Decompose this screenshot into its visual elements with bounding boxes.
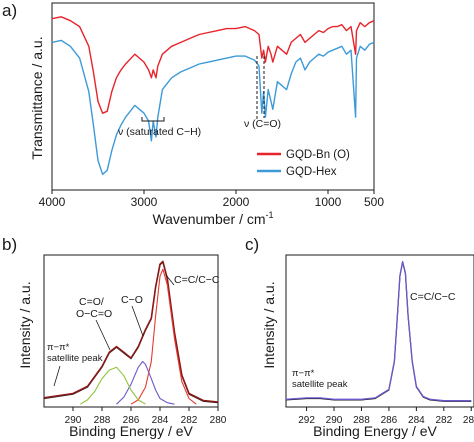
x-tick-label: 286 (381, 415, 398, 426)
series-line-cc (130, 268, 197, 405)
panel-c-series (285, 260, 472, 402)
panel-c-satellite-label-2: satellite peak (292, 379, 348, 390)
panel-b: b) Intensity / a.u. 290 288 286 284 282 280 π… (2, 235, 227, 439)
panel-a-plot-frame (51, 2, 375, 191)
annotation-saturated-ch: ν (saturated C−H) (118, 117, 201, 138)
panel-b-co-pointer (131, 305, 144, 337)
x-tick-label: 290 (65, 415, 82, 426)
x-tick-label: 282 (181, 415, 198, 426)
x-tick-label: 4000 (39, 195, 66, 209)
x-tick-label: 3000 (131, 195, 158, 209)
panel-c-ticks: 292 290 288 286 284 282 280 (298, 407, 474, 426)
panel-c-satellite-label-1: π−π* (292, 368, 315, 379)
series-line-fit (285, 260, 472, 402)
panel-a-series (51, 16, 375, 175)
annotation-ch-text: ν (saturated C−H) (118, 126, 201, 138)
panel-b-co-oco-label-2: O−C=O (76, 308, 112, 320)
series-line-gqd-hex (51, 39, 375, 175)
panel-a-legend: GQD-Bn (O) GQD-Hex (257, 149, 350, 178)
panel-c-label: c) (245, 235, 259, 254)
panel-a-ylabel: Transmittance / a.u. (29, 36, 45, 159)
annotation-co: ν (C=O) (244, 56, 281, 130)
x-tick-label: 284 (152, 415, 169, 426)
panel-b-series (43, 260, 219, 405)
x-tick-label: 1000 (315, 195, 342, 209)
x-tick-label: 288 (353, 415, 370, 426)
panel-c-xlabel: Binding Energy / eV (313, 423, 437, 439)
panel-b-satellite-label-1: π−π* (47, 342, 70, 353)
panel-b-ticks: 290 288 286 284 282 280 (65, 407, 227, 426)
panel-b-cc-label: C=C/C−C (174, 274, 220, 286)
panel-b-satellite-pointer (53, 365, 61, 387)
series-line-coo (80, 366, 146, 405)
x-tick-label: 284 (408, 415, 425, 426)
x-tick-label: 286 (123, 415, 140, 426)
panel-c-plot-frame (285, 254, 474, 408)
series-line-envelope (43, 260, 219, 403)
legend-label-gqd-hex: GQD-Hex (286, 166, 337, 178)
annotation-co-text: ν (C=O) (244, 118, 281, 130)
x-tick-label: 2000 (223, 195, 250, 209)
legend-label-gqd-bn: GQD-Bn (O) (286, 149, 350, 161)
panel-b-xlabel: Binding Energy / eV (69, 423, 193, 439)
annotation-ch-bracket (141, 117, 165, 122)
panel-c-ylabel: Intensity / a.u. (261, 281, 277, 368)
panel-a: a) Transmittance / a.u. 4000 3000 2000 1000… (2, 1, 384, 227)
x-tick-label: 290 (326, 415, 343, 426)
panel-b-ylabel: Intensity / a.u. (17, 281, 33, 368)
x-tick-label: 500 (364, 195, 384, 209)
x-tick-label: 288 (94, 415, 111, 426)
panel-c: c) Intensity / a.u. 292 290 288 286 284 282 28… (245, 235, 474, 439)
panel-b-co-label: C−O (121, 294, 143, 306)
x-tick-label: 280 (210, 415, 227, 426)
panel-b-cc-pointer (165, 274, 175, 286)
x-tick-label: 280 (463, 415, 474, 426)
series-line-gqd-bn (51, 16, 375, 114)
panel-a-ticks: 4000 3000 2000 1000 500 (39, 190, 384, 209)
series-line-co (116, 360, 175, 405)
panel-a-xlabel: Wavenumber / cm-1 (152, 210, 273, 227)
panel-b-co-oco-pointer (95, 319, 111, 351)
panel-b-satellite-label-2: satellite peak (47, 353, 103, 364)
x-tick-label: 282 (435, 415, 452, 426)
x-tick-label: 292 (298, 415, 315, 426)
panel-b-label: b) (2, 235, 17, 254)
panel-a-label: a) (2, 1, 17, 20)
panel-b-co-oco-label-1: C=O/ (79, 296, 104, 308)
panel-c-cc-label: C=C/C−C (410, 291, 456, 303)
